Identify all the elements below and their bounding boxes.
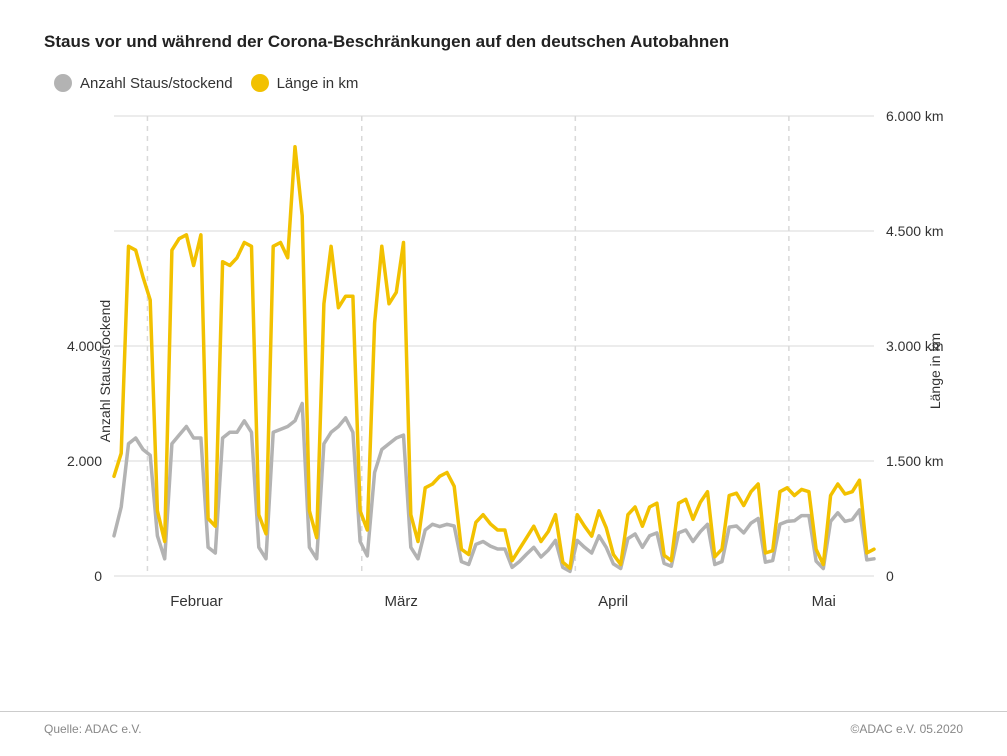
chart-svg: 01.500 km3.000 km4.500 km6.000 km02.0004… (44, 106, 964, 636)
svg-text:Mai: Mai (812, 593, 836, 610)
svg-text:2.000: 2.000 (67, 453, 102, 469)
svg-text:März: März (385, 593, 418, 610)
legend-label-count: Anzahl Staus/stockend (80, 75, 233, 92)
chart-area: Anzahl Staus/stockend Länge in km 01.500… (44, 106, 963, 636)
chart-title: Staus vor und während der Corona-Beschrä… (44, 32, 963, 52)
legend-swatch-length (251, 74, 269, 92)
svg-text:6.000 km: 6.000 km (886, 108, 944, 124)
source-text: Quelle: ADAC e.V. (44, 722, 142, 736)
svg-text:0: 0 (886, 568, 894, 584)
svg-text:4.500 km: 4.500 km (886, 223, 944, 239)
legend-label-length: Länge in km (277, 75, 359, 92)
legend-item-count: Anzahl Staus/stockend (54, 74, 233, 92)
legend-item-length: Länge in km (251, 74, 359, 92)
legend: Anzahl Staus/stockend Länge in km (54, 74, 963, 92)
svg-text:0: 0 (94, 568, 102, 584)
svg-text:1.500 km: 1.500 km (886, 453, 944, 469)
legend-swatch-count (54, 74, 72, 92)
y-right-axis-label: Länge in km (927, 333, 943, 409)
svg-text:Februar: Februar (170, 593, 223, 610)
y-left-axis-label: Anzahl Staus/stockend (97, 300, 113, 442)
svg-text:April: April (598, 593, 628, 610)
footer: Quelle: ADAC e.V. ©ADAC e.V. 05.2020 (0, 711, 1007, 736)
copyright-text: ©ADAC e.V. 05.2020 (851, 722, 963, 736)
